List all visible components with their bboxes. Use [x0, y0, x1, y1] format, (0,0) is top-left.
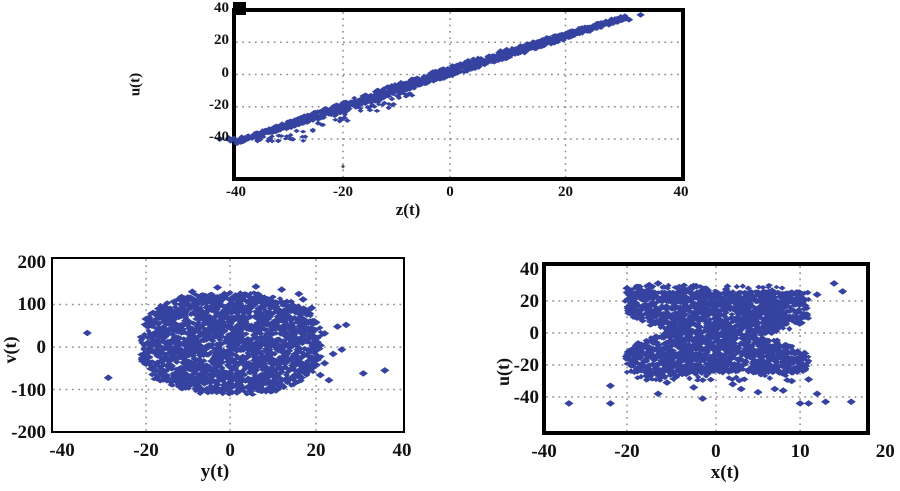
scatter-points: [564, 280, 856, 407]
x-axis-label: y(t): [200, 461, 230, 482]
plot-area: [542, 262, 870, 435]
plot-area: [51, 257, 405, 433]
y-tick-label: 200: [17, 251, 47, 273]
x-tick-label: 0: [446, 184, 454, 200]
stray-mark: [341, 164, 346, 169]
corner-marker: [233, 2, 246, 15]
x-tick-label: -40: [49, 440, 75, 461]
x-tick-label: 40: [673, 184, 689, 200]
x-tick-label: -20: [333, 184, 354, 200]
y-tick-label: -20: [513, 355, 539, 376]
y-tick-label: -20: [209, 96, 229, 113]
x-tick-label: 10: [790, 441, 810, 462]
scatter-points: [215, 12, 645, 147]
x-tick-label: 20: [875, 441, 895, 462]
y-tick-label: -100: [11, 379, 46, 401]
x-tick-label: -20: [133, 440, 159, 461]
x-tick-label: 20: [558, 184, 574, 200]
y-tick-label: 20: [214, 32, 229, 49]
gridlines: [236, 12, 681, 177]
x-tick-label: -40: [226, 184, 246, 200]
y-axis-label: u(t): [127, 72, 144, 97]
scatter-plot-v-vs-y: v(t) y(t) -40 -20 0 20 40 200 100 0 -100 -200: [0, 250, 455, 491]
x-tick-label: 0: [225, 440, 235, 461]
x-axis-label: x(t): [710, 462, 740, 483]
y-tick-label: 0: [221, 64, 230, 81]
plot-area: [215, 2, 685, 181]
scatter-plot-u-vs-x: u(t) x(t) -40 -20 0 10 20 40 20 0 -20 -40: [480, 250, 900, 491]
scatter-points: [82, 283, 390, 397]
y-tick-label: 40: [214, 0, 229, 17]
x-tick-label: 40: [392, 440, 412, 461]
points-layer: [53, 259, 403, 431]
scatter-plot-u-vs-z: u(t) z(t) -40 -20 0 20 40 40 20 0 -20 -40: [127, 0, 730, 245]
x-tick-label: 0: [711, 441, 721, 462]
y-tick-label: 20: [520, 290, 539, 312]
y-tick-label: 100: [17, 294, 47, 316]
y-tick-label: 40: [520, 258, 539, 280]
points-layer: [546, 266, 866, 431]
y-tick-label: 0: [529, 322, 540, 344]
y-tick-label: 0: [36, 337, 47, 359]
y-tick-label: -40: [209, 129, 229, 146]
points-layer: [215, 12, 681, 177]
x-tick-label: -20: [614, 441, 640, 462]
x-tick-label: 20: [306, 440, 326, 461]
x-axis-label: z(t): [395, 200, 421, 219]
y-tick-label: -200: [11, 422, 46, 444]
x-tick-label: -40: [531, 441, 557, 462]
y-tick-label: -40: [513, 387, 539, 408]
